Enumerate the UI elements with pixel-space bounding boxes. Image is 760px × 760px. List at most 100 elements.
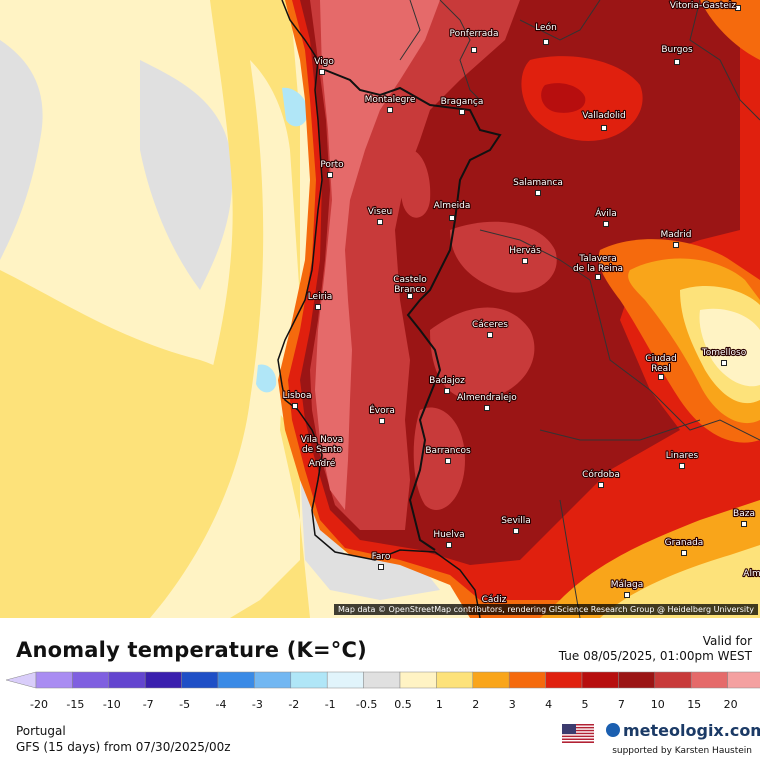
- city-marker: [681, 550, 687, 556]
- city-label: Linares: [666, 451, 699, 461]
- city-label: Branco: [394, 285, 426, 295]
- city-label: Tomelloso: [701, 348, 747, 358]
- city-label: Évora: [369, 404, 395, 416]
- city-marker: [444, 388, 450, 394]
- coastal-blue-pocket-2: [256, 364, 277, 393]
- city-marker: [679, 463, 685, 469]
- city-label: Córdoba: [582, 469, 620, 480]
- color-scale-legend: -20 -15 -10 -7 -5 -4 -3 -2 -1 -0.5 0.5 1 2 3 4 5 7 10 15 20: [0, 668, 760, 716]
- city-label: Granada: [665, 538, 704, 548]
- city-label: Leiria: [308, 292, 333, 302]
- coastal-blue-pocket: [282, 87, 309, 127]
- city-marker: [513, 528, 519, 534]
- city-marker: [379, 418, 385, 424]
- brand-logo[interactable]: meteologix.com: [606, 721, 760, 740]
- city-marker: [673, 242, 679, 248]
- legend-swatch: [581, 671, 619, 689]
- map-title: Anomaly temperature (K=°C): [16, 638, 367, 662]
- city-label: Madrid: [661, 230, 692, 240]
- city-layer: Vitoria-Gasteiz Ponferrada León Burgos Vigo M…: [281, 0, 760, 606]
- city-label: Vigo: [314, 57, 334, 67]
- city-marker: [377, 219, 383, 225]
- brand-name: meteologix.com: [623, 721, 760, 740]
- city-marker: [658, 374, 664, 380]
- city-label: Cádiz: [482, 595, 507, 605]
- model-run-label: GFS (15 days) from 07/30/2025/00z: [16, 740, 231, 754]
- city-label: Sevilla: [501, 516, 531, 526]
- city-label: André: [309, 458, 336, 469]
- legend-tick: 3: [509, 698, 516, 711]
- legend-tick: -3: [252, 698, 263, 711]
- city-marker: [598, 482, 604, 488]
- legend-swatch: [363, 671, 401, 689]
- city-label: León: [535, 22, 557, 33]
- city-label: Vila Nova: [301, 435, 343, 445]
- city-marker: [319, 459, 325, 465]
- land-lightpink-zone: [315, 0, 440, 510]
- legend-tick: 2: [472, 698, 479, 711]
- city-label: Ponferrada: [449, 29, 498, 39]
- coastline: [277, 0, 481, 618]
- legend-tick: 1: [436, 698, 443, 711]
- legend-swatch: [727, 671, 760, 689]
- legend-tick: -4: [216, 698, 227, 711]
- temperature-anomaly-map[interactable]: Vitoria-Gasteiz Ponferrada León Burgos Vigo M…: [0, 0, 760, 618]
- city-label: de la Reina: [573, 264, 623, 274]
- city-marker: [487, 332, 493, 338]
- legend-swatch: [545, 671, 583, 689]
- portugal-spain-border: [324, 69, 502, 551]
- city-label: Castelo: [393, 275, 427, 285]
- legend-swatch: [618, 671, 656, 689]
- city-label: Almendralejo: [457, 393, 517, 403]
- legend-swatch: [72, 671, 110, 689]
- city-marker: [407, 293, 413, 299]
- city-label: Montalegre: [365, 95, 416, 105]
- land-orange-ne: [700, 0, 760, 60]
- spain-internal-border: [399, 0, 760, 618]
- legend-tick: 0.5: [394, 698, 412, 711]
- legend-swatch: [399, 671, 437, 689]
- legend-tick: 15: [687, 698, 701, 711]
- ocean-grey-patch-2: [140, 60, 233, 290]
- land-cream-pocket: [699, 308, 760, 387]
- city-marker: [484, 405, 490, 411]
- legend-swatch: [290, 671, 328, 689]
- city-marker: [446, 542, 452, 548]
- city-marker: [327, 172, 333, 178]
- legend-tick: 10: [651, 698, 665, 711]
- land-red-patch-small: [541, 83, 586, 113]
- city-marker: [292, 403, 298, 409]
- city-marker: [449, 215, 455, 221]
- city-marker: [595, 274, 601, 280]
- city-label: Talavera: [578, 254, 617, 264]
- city-marker: [459, 109, 465, 115]
- land-pink-south: [430, 307, 535, 401]
- us-flag-icon[interactable]: [562, 724, 594, 743]
- city-marker: [319, 69, 325, 75]
- land-pink-inner-strip: [399, 149, 431, 218]
- city-label: Ciudad: [645, 354, 676, 364]
- city-marker: [315, 304, 321, 310]
- city-label: Lisboa: [283, 391, 312, 401]
- city-marker: [735, 5, 741, 11]
- legend-swatch: [181, 671, 219, 689]
- legend-swatch: [254, 671, 292, 689]
- coastal-grey-pocket: [300, 470, 440, 600]
- city-label: Huelva: [433, 530, 464, 540]
- legend-tick: 5: [582, 698, 589, 711]
- valid-for-label: Valid for: [702, 634, 752, 648]
- city-label: Hervás: [509, 246, 541, 256]
- city-label: Burgos: [661, 45, 693, 55]
- city-marker: [741, 521, 747, 527]
- coastal-cream-band: [150, 60, 300, 618]
- city-marker: [543, 39, 549, 45]
- city-marker: [624, 592, 630, 598]
- city-marker: [535, 190, 541, 196]
- city-label: Barrancos: [425, 446, 471, 456]
- legend-tick: -1: [325, 698, 336, 711]
- legend-tick: -5: [179, 698, 190, 711]
- legend-tick: 20: [724, 698, 738, 711]
- city-label: Málaga: [611, 580, 644, 590]
- city-marker: [471, 47, 477, 53]
- city-marker: [721, 360, 727, 366]
